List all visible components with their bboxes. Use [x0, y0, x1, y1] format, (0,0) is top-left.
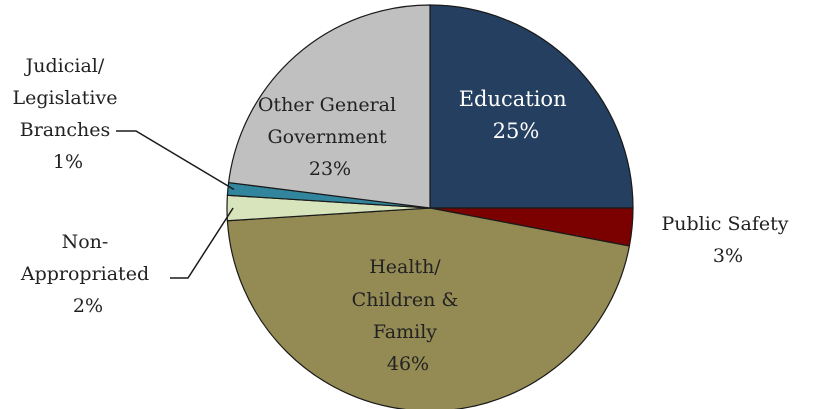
leader-lines [116, 130, 235, 279]
leader-line-judicial-legislative [116, 130, 235, 191]
slice-label-non-appropriated: Non- Appropriated 2% [20, 231, 155, 317]
slice-label-public-safety: Public Safety 3% [661, 213, 794, 267]
pie-slice-health-children-family [226, 207, 631, 409]
leader-line-non-appropriated [170, 207, 234, 279]
slice-label-education: Education 25% [459, 87, 574, 143]
pie-slices [226, 4, 634, 409]
pie-slice-education [429, 4, 634, 209]
pie-slice-other-general-government [227, 4, 431, 209]
slice-label-other-general-government: Other General Government 23% [258, 94, 402, 180]
slice-label-judicial-legislative: Judicial/ Legislative Branches 1% [13, 55, 124, 173]
slice-label-health-children-family: Health/ Children & Family 46% [352, 256, 465, 375]
